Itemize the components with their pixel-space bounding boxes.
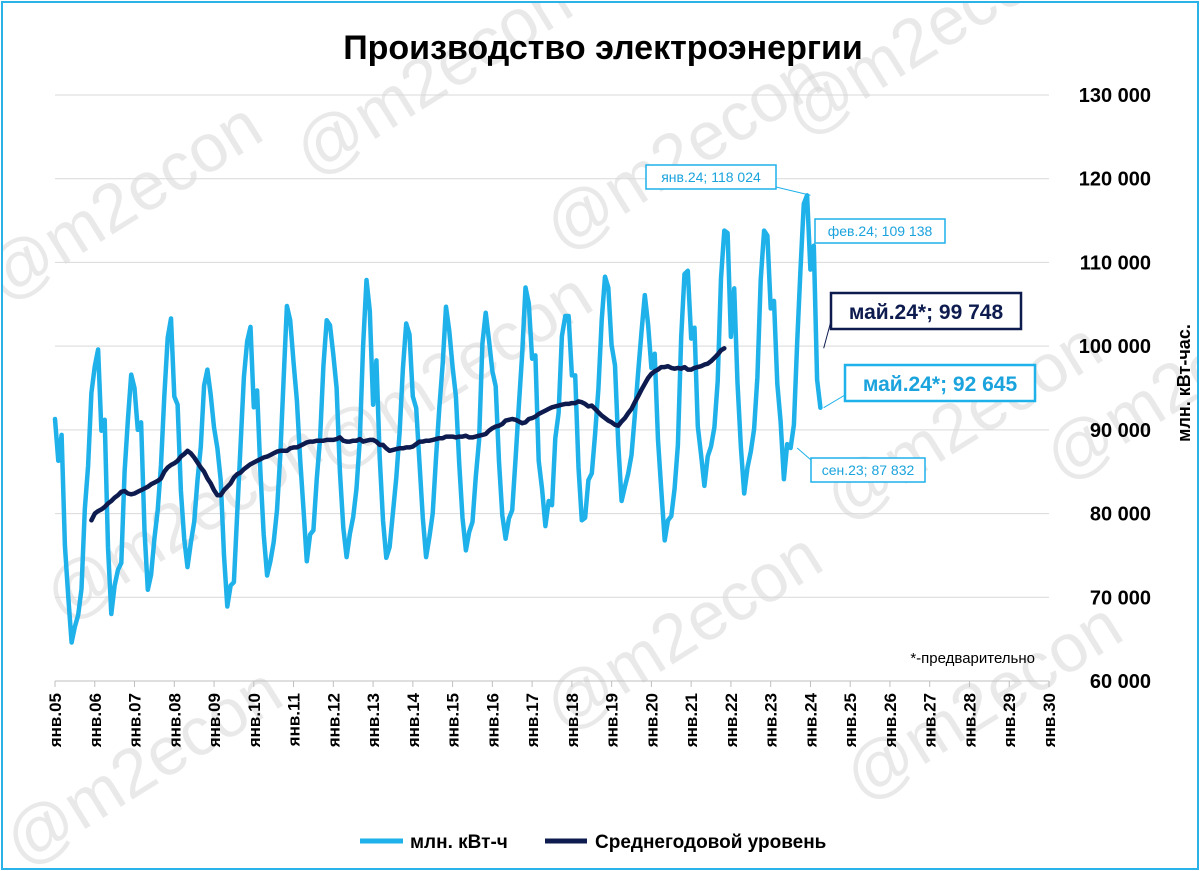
- x-tick-label: янв.09: [205, 693, 224, 748]
- y-tick-label: 70 000: [1090, 587, 1151, 609]
- x-axis: [54, 680, 1050, 687]
- annotation-box: [645, 164, 777, 190]
- annotation-box: [829, 291, 1023, 331]
- watermark-text: @m2econ: [831, 586, 1135, 815]
- x-tick-label: янв.11: [285, 693, 304, 747]
- x-tick-label: янв.07: [126, 693, 145, 748]
- annotation-box: [814, 218, 946, 244]
- annotation-label: май.24*; 99 748: [849, 301, 1004, 324]
- x-tick-label: янв.16: [483, 693, 502, 748]
- annotation-leader: [823, 394, 846, 409]
- x-tick-label: янв.17: [523, 693, 542, 748]
- x-axis-ticks: янв.05 янв.06 янв.07 янв.08 янв.09 янв.10 янв.…: [46, 692, 1059, 748]
- x-tick-label: янв.23: [762, 693, 781, 748]
- x-tick-label: янв.25: [841, 693, 860, 748]
- chart-svg: @m2econ@m2econ@m2econ@m2econ@m2econ@m2ec…: [3, 3, 1197, 868]
- series-line-monthly: [52, 193, 823, 645]
- x-tick-label: янв.22: [722, 693, 741, 748]
- y-axis-ticks: 60 000 70 000 80 000 90 000 100 000 110 000 12…: [1079, 85, 1151, 693]
- y-tick-label: 80 000: [1090, 504, 1151, 526]
- y-tick-label: 90 000: [1090, 420, 1151, 442]
- gridlines: [55, 94, 1049, 598]
- x-tick-label: янв.27: [921, 693, 940, 748]
- watermark-text: @m2econ: [3, 651, 295, 868]
- x-tick-label: янв.05: [46, 693, 65, 748]
- x-tick-label: янв.13: [364, 693, 383, 748]
- x-tick-label: янв.06: [86, 693, 105, 748]
- x-tick-label: янв.30: [1040, 693, 1059, 748]
- annotation-box: [810, 457, 926, 483]
- watermark-text: @m2econ: [531, 36, 835, 265]
- x-tick-label: янв.14: [404, 692, 423, 748]
- annotations: янв.24; 118 024 фев.24; 109 138 май.24*; 9…: [645, 164, 1037, 483]
- x-tick-label: янв.18: [563, 693, 582, 748]
- x-tick-label: янв.19: [603, 693, 622, 748]
- y-tick-label: 60 000: [1090, 671, 1151, 693]
- x-tick-label: янв.10: [245, 693, 264, 748]
- legend-label-monthly: млн. кВт-ч: [410, 832, 508, 853]
- annotation-label: май.24*; 92 645: [863, 373, 1018, 396]
- y-tick-label: 120 000: [1079, 169, 1151, 191]
- x-tick-label: янв.24: [801, 692, 820, 748]
- x-tick-label: янв.20: [642, 693, 661, 748]
- footnote: *-предварительно: [910, 650, 1035, 667]
- annotation-leader: [796, 447, 812, 461]
- annotation-label: янв.24; 118 024: [661, 169, 761, 185]
- legend-label-annual-average: Среднегодовой уровень: [595, 832, 826, 853]
- watermark-text: @m2econ: [771, 3, 1075, 151]
- y-tick-label: 110 000: [1080, 252, 1151, 274]
- annotation-label: фев.24; 109 138: [828, 223, 933, 239]
- x-tick-label: янв.29: [1000, 693, 1019, 748]
- series-line-annual-average: [89, 346, 727, 523]
- y-axis-label: млн. кВт-час.: [1174, 324, 1194, 442]
- x-tick-label: янв.26: [881, 693, 900, 748]
- x-tick-label: янв.28: [960, 693, 979, 748]
- x-tick-label: янв.08: [165, 693, 184, 748]
- chart-title: Производство электроэнергии: [343, 29, 863, 67]
- x-tick-label: янв.21: [682, 693, 701, 748]
- x-tick-label: янв.15: [444, 693, 463, 748]
- annotation-leader: [775, 186, 811, 196]
- legend: млн. кВт-ч Среднегодовой уровень: [360, 832, 826, 853]
- y-tick-label: 130 000: [1079, 85, 1151, 107]
- y-tick-label: 100 000: [1079, 336, 1151, 358]
- annotation-box: [843, 363, 1037, 403]
- x-tick-label: янв.12: [324, 693, 343, 748]
- watermark-text: @m2econ: [3, 86, 275, 315]
- annotation-label: сен.23; 87 832: [822, 462, 915, 478]
